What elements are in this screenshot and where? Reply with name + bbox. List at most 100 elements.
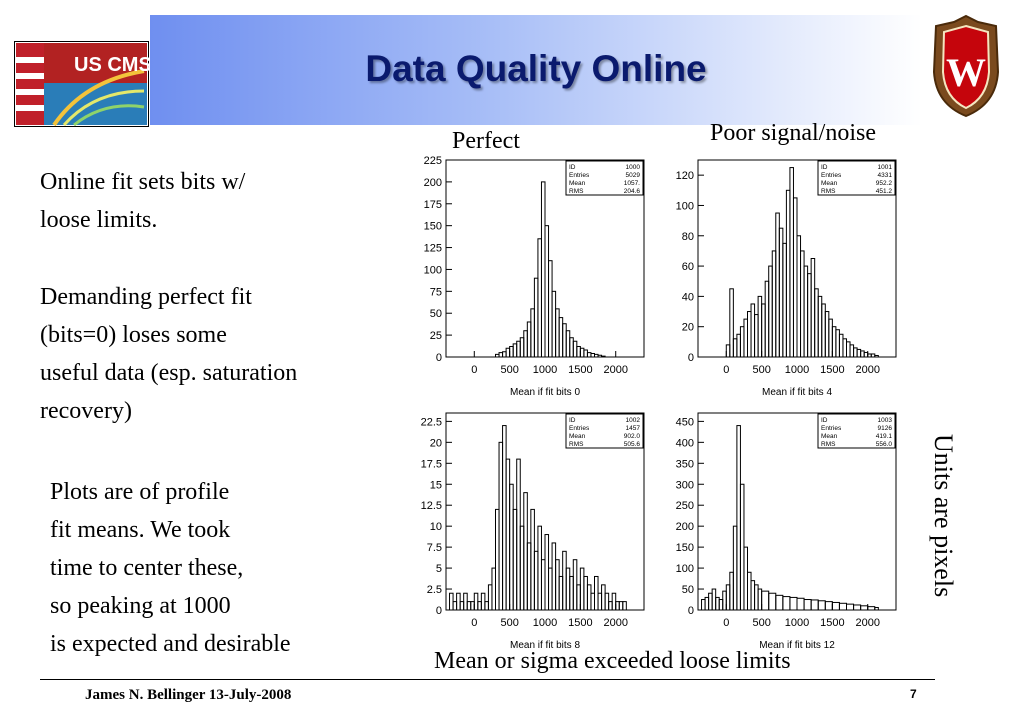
stats-value: 9126 xyxy=(878,425,893,432)
stats-key: Mean xyxy=(569,433,586,440)
x-tick-label: 500 xyxy=(500,617,518,629)
y-tick-label: 0 xyxy=(688,605,694,617)
x-tick-label: 1000 xyxy=(785,617,809,629)
y-tick-label: 400 xyxy=(676,437,694,449)
page-number: 7 xyxy=(910,687,917,701)
footer-divider xyxy=(40,679,935,680)
x-tick-label: 1500 xyxy=(820,364,844,376)
x-axis-label: Mean if fit bits 12 xyxy=(759,640,835,651)
y-tick-label: 225 xyxy=(424,155,442,167)
y-tick-label: 0 xyxy=(688,352,694,364)
stats-value: 419.1 xyxy=(876,433,893,440)
stats-value: 5029 xyxy=(626,172,641,179)
stats-key: RMS xyxy=(821,188,836,195)
x-axis-label: Mean if fit bits 8 xyxy=(510,640,580,651)
x-tick-label: 2000 xyxy=(603,364,627,376)
stats-box xyxy=(817,413,896,449)
y-tick-label: 15 xyxy=(430,479,442,491)
y-tick-label: 50 xyxy=(682,584,694,596)
y-tick-label: 75 xyxy=(430,286,442,298)
stats-key: Entries xyxy=(569,425,590,432)
y-tick-label: 100 xyxy=(424,264,442,276)
y-tick-label: 0 xyxy=(436,605,442,617)
label-units: Units are pixels xyxy=(929,434,958,598)
y-tick-label: 7.5 xyxy=(427,542,442,554)
stats-key: Mean xyxy=(821,433,838,440)
histogram-bits-0: 0 25 50 75 100 125 150 175 200 225 0 500 1000 1500 200… xyxy=(424,155,645,398)
y-tick-label: 350 xyxy=(676,458,694,470)
x-tick-label: 2000 xyxy=(603,617,627,629)
histogram-bits-4: 0 20 40 60 80 100 120 0 500 1000 1500 2000 Mean if f… xyxy=(676,159,897,398)
stats-key: Mean xyxy=(821,180,838,187)
stats-value: 1057. xyxy=(624,180,640,187)
histogram-bits-8: 0 2.5 5 7.5 10 12.5 15 17.5 20 22.5 0 500 1000 1500 20… xyxy=(421,412,645,651)
stats-value: 1002 xyxy=(626,417,641,424)
stats-key: RMS xyxy=(821,441,836,448)
stats-key: Entries xyxy=(821,172,842,179)
stats-value: 1457 xyxy=(626,425,641,432)
histogram-bin xyxy=(874,354,879,358)
uw-crest-logo: W xyxy=(932,14,1000,118)
y-tick-label: 60 xyxy=(682,261,694,273)
x-tick-label: 1500 xyxy=(568,617,592,629)
y-tick-label: 200 xyxy=(424,177,442,189)
stats-value: 952.2 xyxy=(876,180,893,187)
text-line: Plots are of profile xyxy=(50,479,230,505)
histogram-bin xyxy=(622,601,627,611)
stats-key: ID xyxy=(821,417,828,424)
text-block-3: Plots are of profile fit means. We took … xyxy=(50,473,291,663)
y-tick-label: 50 xyxy=(430,308,442,320)
y-tick-label: 250 xyxy=(676,500,694,512)
text-line: recovery) xyxy=(40,398,132,424)
x-tick-label: 0 xyxy=(471,617,477,629)
y-tick-label: 5 xyxy=(436,563,442,575)
stats-value: 902.0 xyxy=(624,433,641,440)
x-tick-label: 2000 xyxy=(855,617,879,629)
y-tick-label: 120 xyxy=(676,170,694,182)
stats-value: 451.2 xyxy=(876,188,893,195)
stats-value: 1001 xyxy=(878,164,893,171)
stats-key: RMS xyxy=(569,441,584,448)
text-line: Online fit sets bits w/ xyxy=(40,169,246,195)
y-tick-label: 200 xyxy=(676,521,694,533)
text-line: loose limits. xyxy=(40,207,158,233)
stats-key: Entries xyxy=(569,172,590,179)
y-tick-label: 450 xyxy=(676,416,694,428)
y-tick-label: 25 xyxy=(430,330,442,342)
x-tick-label: 1000 xyxy=(533,617,557,629)
stats-key: RMS xyxy=(569,188,584,195)
text-block-2: Demanding perfect fit (bits=0) loses som… xyxy=(40,278,297,430)
x-tick-label: 1500 xyxy=(568,364,592,376)
y-tick-label: 150 xyxy=(424,221,442,233)
text-line: (bits=0) loses some xyxy=(40,322,227,348)
x-tick-label: 0 xyxy=(723,617,729,629)
stats-key: Mean xyxy=(569,180,586,187)
label-poor-signal: Poor signal/noise xyxy=(710,120,876,146)
x-tick-label: 1000 xyxy=(533,364,557,376)
stats-key: Entries xyxy=(821,425,842,432)
stats-key: ID xyxy=(569,417,576,424)
label-exceeded-limits: Mean or sigma exceeded loose limits xyxy=(434,648,791,674)
label-perfect: Perfect xyxy=(452,128,520,154)
stats-value: 1003 xyxy=(878,417,893,424)
x-tick-label: 0 xyxy=(471,364,477,376)
y-tick-label: 2.5 xyxy=(427,584,442,596)
x-tick-label: 1000 xyxy=(785,364,809,376)
slide-title: Data Quality Online xyxy=(365,48,707,89)
x-tick-label: 500 xyxy=(752,617,770,629)
y-tick-label: 80 xyxy=(682,231,694,243)
y-tick-label: 10 xyxy=(430,521,442,533)
histogram-bits-12: 0 50 100 150 200 250 300 350 400 450 0 500 1000 1500 2… xyxy=(676,412,897,651)
title-banner xyxy=(150,15,922,125)
stats-value: 1000 xyxy=(626,164,641,171)
x-tick-label: 500 xyxy=(752,364,770,376)
y-tick-label: 40 xyxy=(682,291,694,303)
y-tick-label: 300 xyxy=(676,479,694,491)
footer-author-date: James N. Bellinger 13-July-2008 xyxy=(85,687,292,703)
text-line: time to center these, xyxy=(50,555,244,581)
y-tick-label: 17.5 xyxy=(421,458,442,470)
stats-key: ID xyxy=(821,164,828,171)
text-line: fit means. We took xyxy=(50,517,231,543)
text-block-1: Online fit sets bits w/ loose limits. xyxy=(40,163,245,239)
text-line: Demanding perfect fit xyxy=(40,284,252,310)
